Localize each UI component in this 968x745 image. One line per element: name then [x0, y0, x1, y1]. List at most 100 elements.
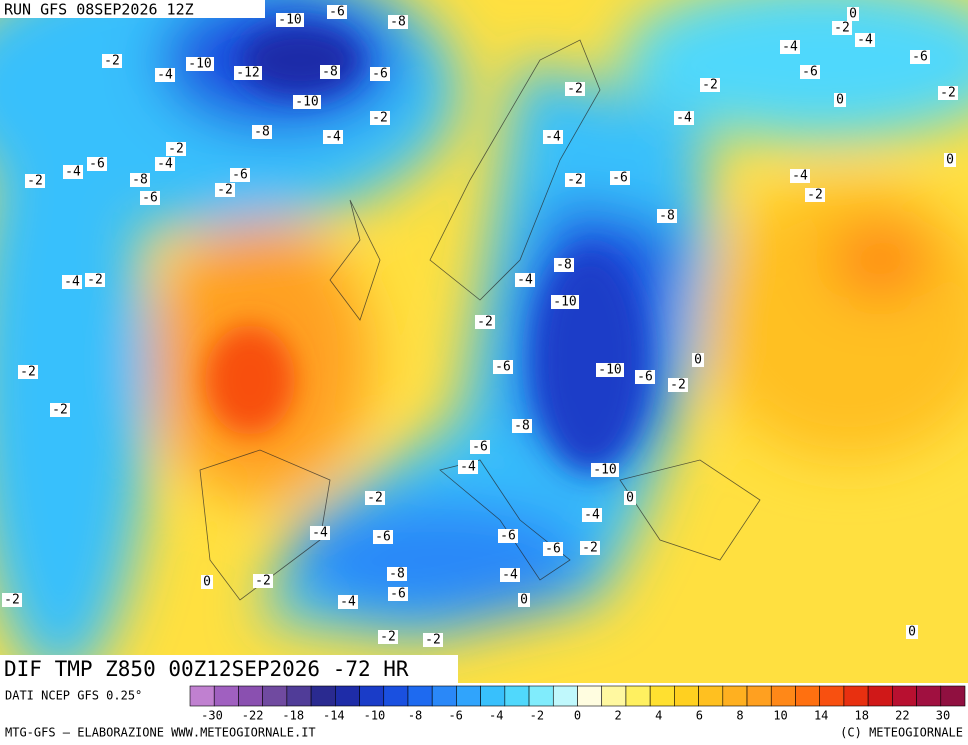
contour-label-bg — [253, 574, 273, 588]
contour-label-bg — [512, 419, 532, 433]
colorbar-swatch — [843, 685, 869, 707]
map-title: DIF TMP Z850 00Z12SEP2026 -72 HR — [4, 657, 409, 681]
contour-label-bg — [310, 526, 330, 540]
contour-label-bg — [373, 530, 393, 544]
contour-label: 0 — [836, 93, 844, 108]
colorbar-swatch — [649, 685, 675, 707]
contour-label-bg — [906, 625, 918, 639]
contour-label-bg — [50, 403, 70, 417]
contour-label-bg — [591, 463, 619, 477]
contour-label: -10 — [278, 13, 301, 28]
contour-label-bg — [215, 183, 235, 197]
contour-label: -2 — [834, 21, 850, 36]
contour-label-bg — [102, 54, 122, 68]
contour-label: -2 — [582, 541, 598, 556]
contour-label-bg — [910, 50, 930, 64]
contour-label: -10 — [553, 295, 576, 310]
contour-label-bg — [847, 7, 859, 21]
colorbar-swatch — [456, 685, 481, 707]
contour-label-bg — [554, 258, 574, 272]
contour-label: -4 — [782, 40, 798, 55]
contour-label: -2 — [670, 378, 686, 393]
contour-label-bg — [832, 21, 852, 35]
contour-label: -6 — [375, 530, 391, 545]
contour-label-bg — [518, 593, 530, 607]
colorbar-label: -14 — [323, 709, 345, 723]
contour-label-bg — [25, 174, 45, 188]
contour-label-bg — [493, 360, 513, 374]
colorbar-label: 4 — [655, 709, 662, 723]
contour-label: 0 — [626, 491, 634, 506]
contour-label: -2 — [52, 403, 68, 418]
colorbar-swatch — [770, 685, 796, 707]
contour-label: -2 — [477, 315, 493, 330]
contour-label: -4 — [676, 111, 692, 126]
colorbar-label: -22 — [242, 709, 264, 723]
colorbar-swatch — [383, 685, 409, 707]
contour-label: -10 — [598, 363, 621, 378]
contour-label: -2 — [372, 111, 388, 126]
contour-label: -6 — [500, 529, 516, 544]
contour-label-bg — [388, 15, 408, 29]
contour-label: -6 — [545, 542, 561, 557]
contour-label: -6 — [89, 157, 105, 172]
contour-label-bg — [323, 130, 343, 144]
contour-label: -6 — [912, 50, 928, 65]
colorbar-swatch — [867, 685, 893, 707]
colorbar-swatch — [940, 685, 966, 707]
contour-label: -2 — [367, 491, 383, 506]
contour-label-bg — [155, 157, 175, 171]
contour-label-bg — [635, 370, 655, 384]
contour-label: -2 — [425, 633, 441, 648]
contour-label: -6 — [372, 67, 388, 82]
colorbar-swatch — [916, 685, 942, 707]
colorbar-swatch — [431, 685, 457, 707]
contour-label-bg — [234, 66, 262, 80]
colorbar-label: -4 — [489, 709, 503, 723]
contour-label-bg — [543, 130, 563, 144]
contour-label: -8 — [390, 15, 406, 30]
contour-label-bg — [458, 460, 478, 474]
contour-label-bg — [543, 542, 563, 556]
colorbar-label: 18 — [855, 709, 869, 723]
colorbar-swatch — [286, 685, 312, 707]
contour-label-bg — [63, 165, 83, 179]
contour-label-bg — [130, 173, 150, 187]
contour-label-bg — [387, 567, 407, 581]
contour-label: 0 — [694, 353, 702, 368]
contour-label: 0 — [908, 625, 916, 640]
contour-label-bg — [475, 315, 495, 329]
contour-label: -4 — [517, 273, 533, 288]
contour-label: -4 — [325, 130, 341, 145]
colorbar-label: -18 — [282, 709, 304, 723]
colorbar-label: 22 — [895, 709, 909, 723]
contour-label-bg — [388, 587, 408, 601]
contour-label: -6 — [802, 65, 818, 80]
contour-label: -4 — [340, 595, 356, 610]
contour-label-bg — [18, 365, 38, 379]
contour-label-bg — [166, 142, 186, 156]
contour-label: -2 — [380, 630, 396, 645]
contour-label: -6 — [612, 171, 628, 186]
contour-label-bg — [624, 491, 636, 505]
contour-label-bg — [87, 157, 107, 171]
contour-label-bg — [378, 630, 398, 644]
colorbar-swatch — [601, 685, 627, 707]
contour-label: -6 — [390, 587, 406, 602]
contour-label: -4 — [157, 157, 173, 172]
contour-label: -12 — [236, 66, 259, 81]
contour-label-bg — [657, 209, 677, 223]
contour-label: -8 — [254, 125, 270, 140]
colorbar-swatch — [577, 685, 603, 707]
colorbar-label: -8 — [408, 709, 422, 723]
contour-label: -4 — [584, 508, 600, 523]
colorbar-swatch — [310, 685, 336, 707]
colorbar-swatch — [528, 685, 554, 707]
colorbar-label: 2 — [614, 709, 621, 723]
colorbar-swatch — [698, 685, 724, 707]
contour-label: -8 — [556, 258, 572, 273]
colorbar-swatch — [795, 685, 820, 707]
colorbar-swatch — [262, 685, 288, 707]
contour-label: -2 — [940, 86, 956, 101]
